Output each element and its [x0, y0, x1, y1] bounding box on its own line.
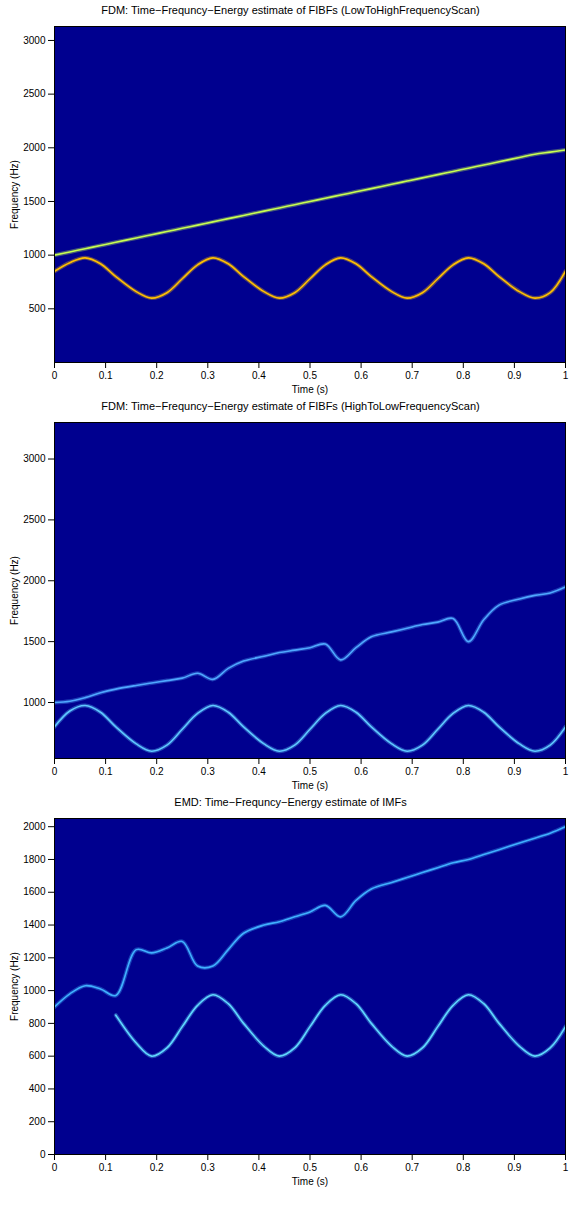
svg-text:2000: 2000: [23, 575, 46, 586]
svg-text:0.2: 0.2: [150, 370, 164, 381]
svg-text:3000: 3000: [23, 35, 46, 46]
svg-text:2500: 2500: [23, 514, 46, 525]
svg-text:0.7: 0.7: [405, 370, 419, 381]
svg-text:0.8: 0.8: [456, 766, 470, 777]
svg-text:0.6: 0.6: [354, 1162, 368, 1173]
svg-text:1200: 1200: [23, 952, 46, 963]
svg-text:1000: 1000: [23, 985, 46, 996]
html-text:EMD: Time−Frequncy−Energy esti: EMD: Time−Frequncy−Energy estimate of IM…: [174, 796, 407, 808]
svg-text:1800: 1800: [23, 854, 46, 865]
svg-text:1500: 1500: [23, 196, 46, 207]
html-text:FDM: Time−Frequncy−Energy esti: FDM: Time−Frequncy−Energy estimate of FI…: [101, 4, 480, 16]
svg-text:Time (s): Time (s): [292, 780, 328, 791]
svg-text:0.9: 0.9: [507, 766, 521, 777]
svg-text:0: 0: [40, 1149, 46, 1160]
svg-text:3000: 3000: [23, 453, 46, 464]
svg-text:600: 600: [29, 1050, 46, 1061]
svg-text:0.9: 0.9: [507, 370, 521, 381]
svg-text:1400: 1400: [23, 919, 46, 930]
svg-text:1600: 1600: [23, 886, 46, 897]
svg-text:1500: 1500: [23, 636, 46, 647]
svg-text:0.5: 0.5: [303, 1162, 317, 1173]
svg-text:1: 1: [563, 766, 569, 777]
svg-text:0.4: 0.4: [252, 370, 266, 381]
svg-text:0.6: 0.6: [354, 766, 368, 777]
svg-text:400: 400: [29, 1083, 46, 1094]
svg-text:0.2: 0.2: [150, 1162, 164, 1173]
svg-text:1000: 1000: [23, 249, 46, 260]
svg-text:0.4: 0.4: [252, 1162, 266, 1173]
svg-text:0: 0: [52, 1162, 58, 1173]
svg-text:0.8: 0.8: [456, 1162, 470, 1173]
svg-text:2500: 2500: [23, 88, 46, 99]
svg-text:Time (s): Time (s): [292, 384, 328, 395]
svg-text:Time (s): Time (s): [292, 1176, 328, 1187]
svg-text:0.8: 0.8: [456, 370, 470, 381]
svg-text:0: 0: [52, 766, 58, 777]
svg-text:0.5: 0.5: [303, 370, 317, 381]
svg-text:0.3: 0.3: [201, 1162, 215, 1173]
svg-text:0.3: 0.3: [201, 766, 215, 777]
svg-text:0.2: 0.2: [150, 766, 164, 777]
svg-text:2000: 2000: [23, 142, 46, 153]
svg-text:0.1: 0.1: [99, 1162, 113, 1173]
svg-text:Frequency (Hz): Frequency (Hz): [9, 160, 20, 229]
svg-text:0.7: 0.7: [405, 766, 419, 777]
svg-text:0.6: 0.6: [354, 370, 368, 381]
svg-text:800: 800: [29, 1018, 46, 1029]
html-text:FDM: Time−Frequncy−Energy esti: FDM: Time−Frequncy−Energy estimate of FI…: [101, 400, 480, 412]
svg-text:Frequency (Hz): Frequency (Hz): [9, 556, 20, 625]
svg-text:0.4: 0.4: [252, 766, 266, 777]
svg-text:0.1: 0.1: [99, 370, 113, 381]
svg-text:Frequency (Hz): Frequency (Hz): [9, 952, 20, 1021]
svg-text:1: 1: [563, 1162, 569, 1173]
svg-text:0.3: 0.3: [201, 370, 215, 381]
svg-text:2000: 2000: [23, 821, 46, 832]
svg-text:0: 0: [52, 370, 58, 381]
svg-text:500: 500: [29, 303, 46, 314]
svg-text:0.7: 0.7: [405, 1162, 419, 1173]
svg-text:1000: 1000: [23, 697, 46, 708]
svg-text:1: 1: [563, 370, 569, 381]
svg-text:0.5: 0.5: [303, 766, 317, 777]
svg-text:0.1: 0.1: [99, 766, 113, 777]
svg-text:200: 200: [29, 1116, 46, 1127]
svg-text:0.9: 0.9: [507, 1162, 521, 1173]
